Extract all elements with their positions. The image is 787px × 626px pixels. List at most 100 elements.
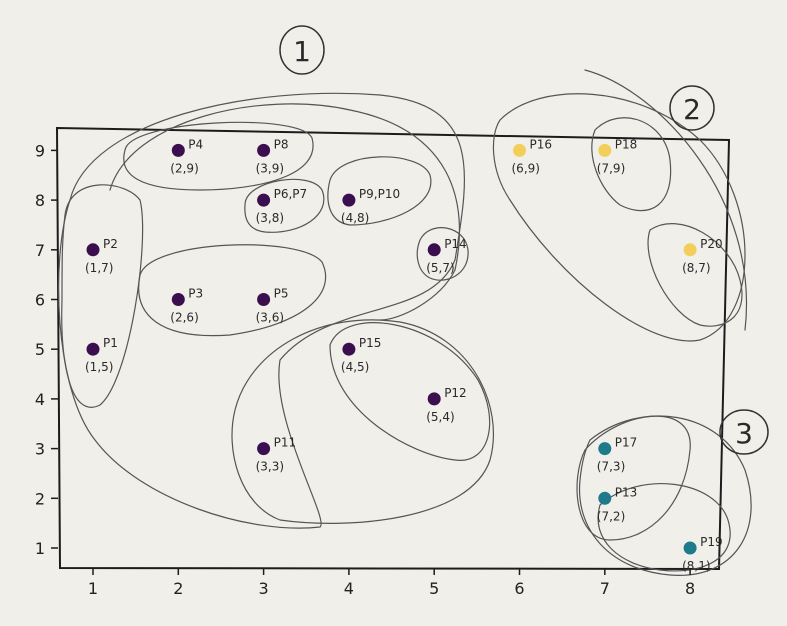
y-tick-label: 9: [35, 141, 45, 160]
point-label: P4: [188, 137, 203, 151]
point-label: P16: [530, 137, 553, 151]
x-tick-label: 1: [88, 579, 98, 598]
x-tick-label: 7: [600, 579, 610, 598]
data-point-p11: [257, 442, 271, 456]
y-tick-label: 5: [35, 340, 45, 359]
data-point-p4: [171, 143, 185, 157]
data-point-p6: [257, 193, 271, 207]
cluster-2-outline: [492, 93, 746, 342]
point-label: P20: [700, 237, 723, 251]
cluster-2-circle: [669, 85, 715, 131]
point-coord-label: (8,1): [682, 559, 710, 573]
cluster-2-label: 2: [683, 93, 701, 126]
y-tick-label: 7: [35, 241, 45, 260]
cluster-2-outline-2: [584, 69, 748, 331]
point-label: P12: [444, 386, 467, 400]
cluster-3-outline: [578, 415, 752, 576]
data-point-p2: [86, 243, 100, 257]
point-coord-label: (3,3): [256, 460, 284, 474]
loop-p15-p12: [329, 322, 491, 461]
point-label: P8: [274, 137, 289, 151]
loop-p9-p10: [327, 156, 432, 226]
point-coord-label: (7,2): [597, 509, 625, 523]
point-label: P11: [274, 436, 297, 450]
x-tick-label: 6: [514, 579, 524, 598]
point-coord-label: (7,3): [597, 460, 625, 474]
point-coord-label: (1,5): [85, 360, 113, 374]
cluster-3-label: 3: [735, 417, 753, 450]
cluster-1-outline: [58, 92, 465, 529]
data-point-p12: [427, 392, 441, 406]
data-point-p8: [257, 143, 271, 157]
x-tick-label: 2: [173, 579, 183, 598]
point-coord-label: (4,8): [341, 211, 369, 225]
point-label: P17: [615, 436, 638, 450]
data-point-p5: [257, 293, 271, 306]
x-tick-label: 4: [344, 579, 354, 598]
loop-p20: [647, 223, 743, 327]
y-tick-label: 2: [35, 489, 45, 508]
point-label: P1: [103, 336, 118, 350]
point-label: P2: [103, 237, 118, 251]
x-tick-label: 3: [259, 579, 269, 598]
data-point-p18: [598, 143, 612, 157]
data-point-p13: [598, 491, 612, 505]
point-label: P13: [615, 485, 638, 499]
data-point-p1: [86, 342, 100, 356]
point-coord-label: (2,6): [170, 311, 198, 325]
data-point-p14: [427, 243, 441, 257]
point-coord-label: (7,9): [597, 161, 625, 175]
point-label: P3: [188, 287, 203, 301]
point-label: P18: [615, 137, 638, 151]
y-tick-label: 3: [35, 440, 45, 459]
loop-p17-p13: [576, 415, 691, 541]
y-tick-label: 4: [35, 390, 45, 409]
data-point-p20: [683, 243, 697, 257]
point-coord-label: (5,7): [426, 261, 454, 275]
plot-frame: [55, 126, 731, 571]
point-coord-label: (5,4): [426, 410, 454, 424]
loop-p11: [231, 319, 494, 524]
axis-ticks: 1 2 3 4 5 6 7 8 1 2 3 4 5 6 7 8 9: [35, 141, 695, 598]
loop-p6-p7: [244, 178, 325, 233]
point-label: P5: [274, 287, 289, 301]
x-tick-label: 8: [685, 579, 695, 598]
point-coord-label: (4,5): [341, 360, 369, 374]
point-coord-label: (8,7): [682, 261, 710, 275]
data-point-p16: [513, 143, 526, 157]
cluster-1-circle: [279, 25, 325, 75]
cluster-3-circle: [719, 409, 769, 455]
cluster-1-outline-2: [109, 103, 461, 321]
y-tick-label: 6: [35, 291, 45, 310]
point-coord-label: (2,9): [170, 161, 198, 175]
data-point-p19: [683, 541, 697, 555]
y-tick-label: 1: [35, 539, 45, 558]
data-point-p17: [598, 442, 612, 456]
x-tick-label: 5: [429, 579, 439, 598]
point-label: P15: [359, 336, 382, 350]
data-point-p15: [342, 342, 356, 356]
cluster-1-label: 1: [293, 35, 311, 68]
y-tick-label: 8: [35, 191, 45, 210]
point-label: P6,P7: [274, 187, 308, 201]
data-points: P1 (1,5) P2 (1,7) P3 (2,6) P4 (2,9) P5 (3,6) P6,P7…: [85, 137, 723, 573]
hand-drawn-enclosures: [58, 69, 752, 576]
point-coord-label: (3,6): [256, 311, 284, 325]
cluster-markers: [279, 25, 769, 455]
data-point-p3: [171, 293, 185, 306]
point-coord-label: (1,7): [85, 261, 113, 275]
loop-p19: [597, 483, 731, 572]
point-coord-label: (3,9): [256, 161, 284, 175]
loop-p3-p5: [138, 244, 327, 337]
loop-p1-p2: [61, 184, 144, 408]
loop-p18: [591, 117, 672, 212]
data-point-p9: [342, 193, 356, 207]
loop-p14: [416, 227, 469, 281]
point-label: P9,P10: [359, 187, 400, 201]
point-label: P19: [700, 535, 723, 549]
point-label: P14: [444, 237, 467, 251]
loop-p4-p8: [123, 121, 314, 191]
point-coord-label: (3,8): [256, 211, 284, 225]
